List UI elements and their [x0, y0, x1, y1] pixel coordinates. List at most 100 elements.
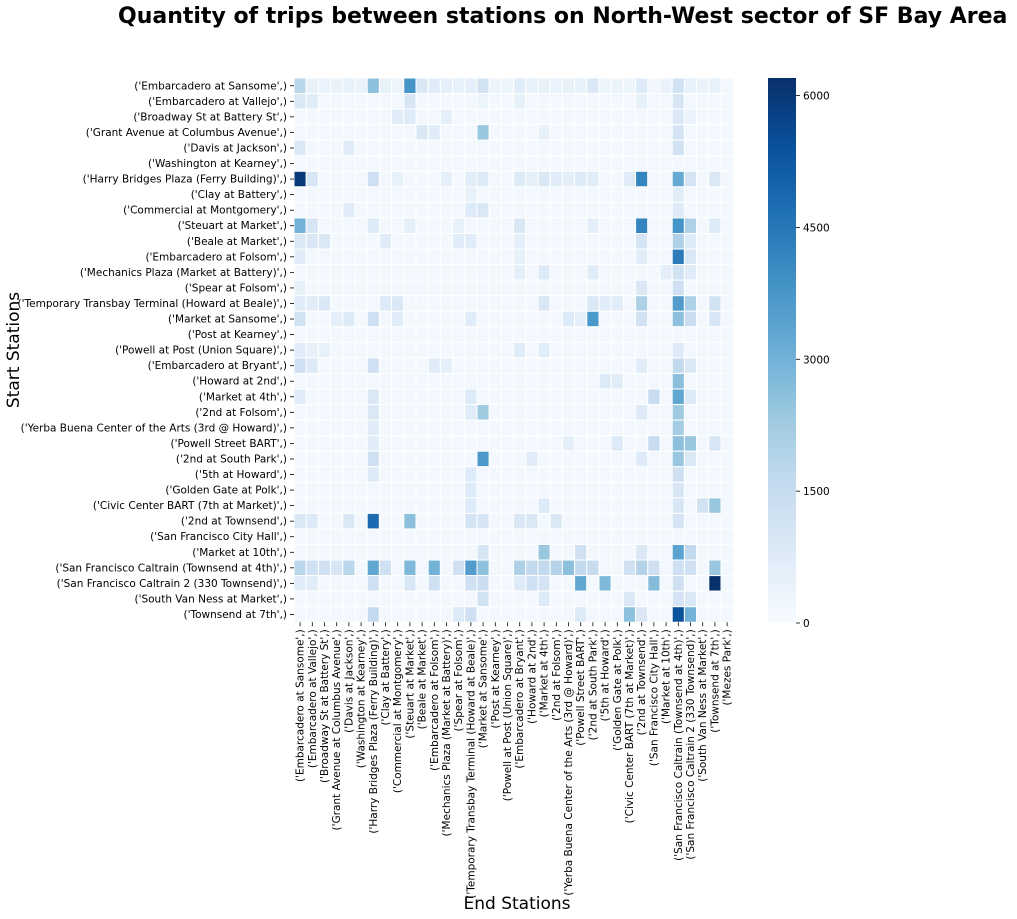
heatmap-cell [366, 310, 380, 328]
heatmap-cell [330, 108, 344, 126]
heatmap-cell [476, 528, 490, 546]
heatmap-cell [415, 404, 429, 421]
heatmap-cell [403, 108, 417, 126]
heatmap-cell [305, 108, 319, 126]
heatmap-cell [305, 201, 319, 219]
heatmap-cell [574, 217, 588, 234]
heatmap-cell [525, 575, 539, 592]
heatmap-cell [598, 186, 612, 203]
heatmap-cell [708, 264, 722, 281]
heatmap-cell [439, 341, 454, 359]
heatmap-cell [683, 93, 698, 110]
heatmap-cell [391, 404, 405, 421]
heatmap-cell [403, 559, 417, 577]
heatmap-cell [317, 388, 332, 406]
heatmap-cell [439, 233, 454, 250]
heatmap-cell [439, 388, 454, 406]
heatmap-cell [525, 606, 539, 623]
y-tick-label: ('South Van Ness at Market',) [134, 593, 287, 605]
heatmap-cell [293, 528, 307, 546]
heatmap-cell [647, 544, 661, 561]
heatmap-cell [696, 186, 710, 203]
heatmap-cell [342, 279, 356, 297]
heatmap-cell [671, 341, 685, 359]
heatmap-cell [708, 201, 722, 219]
heatmap-cell [488, 559, 502, 577]
heatmap-cell [293, 248, 307, 266]
heatmap-cell [635, 419, 649, 437]
heatmap-cell [452, 590, 466, 608]
heatmap-cell [354, 590, 368, 608]
heatmap-cell [391, 201, 405, 219]
heatmap-cell [659, 77, 673, 95]
heatmap-cell [549, 186, 563, 203]
heatmap-cell [659, 357, 673, 374]
heatmap-cell [476, 108, 490, 126]
heatmap-cell [464, 326, 478, 343]
heatmap-cell [659, 279, 673, 297]
heatmap-cell [427, 77, 441, 95]
heatmap-cell [525, 155, 539, 172]
heatmap-cell [293, 341, 307, 359]
heatmap-cell [720, 139, 734, 157]
heatmap-cell [574, 264, 588, 281]
heatmap-cell [525, 450, 539, 468]
heatmap-cell [500, 481, 515, 499]
heatmap-cell [293, 590, 307, 608]
heatmap-cell [403, 419, 417, 437]
heatmap-cell [525, 341, 539, 359]
heatmap-cell [610, 170, 624, 188]
heatmap-cell [391, 512, 405, 530]
heatmap-cell [439, 357, 454, 374]
heatmap-cell [513, 575, 527, 592]
heatmap-cell [549, 124, 563, 141]
heatmap-cell [378, 544, 393, 561]
heatmap-cell [537, 404, 551, 421]
heatmap-cell [317, 186, 332, 203]
heatmap-cell [293, 497, 307, 514]
heatmap-cell [720, 264, 734, 281]
heatmap-cell [342, 124, 356, 141]
heatmap-cell [439, 326, 454, 343]
heatmap-cell [525, 404, 539, 421]
heatmap-cell [293, 404, 307, 421]
heatmap-cell [305, 512, 319, 530]
heatmap-cell [610, 497, 624, 514]
heatmap-cell [683, 124, 698, 141]
heatmap-cell [305, 544, 319, 561]
heatmap-cell [622, 217, 637, 234]
heatmap-cell [513, 170, 527, 188]
heatmap-cell [305, 326, 319, 343]
heatmap-cell [525, 310, 539, 328]
heatmap-cell [598, 341, 612, 359]
heatmap-cell [378, 372, 393, 390]
heatmap-cell [403, 310, 417, 328]
heatmap-cell [354, 310, 368, 328]
heatmap-cell [464, 217, 478, 234]
heatmap-cell [683, 419, 698, 437]
heatmap-cell [415, 217, 429, 234]
heatmap-cell [330, 217, 344, 234]
heatmap-cell [683, 606, 698, 623]
heatmap-cell [500, 139, 515, 157]
heatmap-cell [708, 124, 722, 141]
heatmap-cell [696, 170, 710, 188]
heatmap-cell [488, 372, 502, 390]
heatmap-cell [305, 528, 319, 546]
heatmap-cell [574, 248, 588, 266]
heatmap-cell [378, 528, 393, 546]
heatmap-cell [683, 341, 698, 359]
heatmap-cell [354, 77, 368, 95]
heatmap-cell [342, 466, 356, 483]
heatmap-cell [317, 139, 332, 157]
heatmap-cell [378, 590, 393, 608]
heatmap-cell [708, 108, 722, 126]
heatmap-cell [378, 450, 393, 468]
heatmap-cell [598, 310, 612, 328]
heatmap-cell [488, 77, 502, 95]
heatmap-cell [403, 606, 417, 623]
heatmap-cell [574, 341, 588, 359]
heatmap-cell [549, 419, 563, 437]
heatmap-cell [342, 512, 356, 530]
heatmap-cell [305, 450, 319, 468]
